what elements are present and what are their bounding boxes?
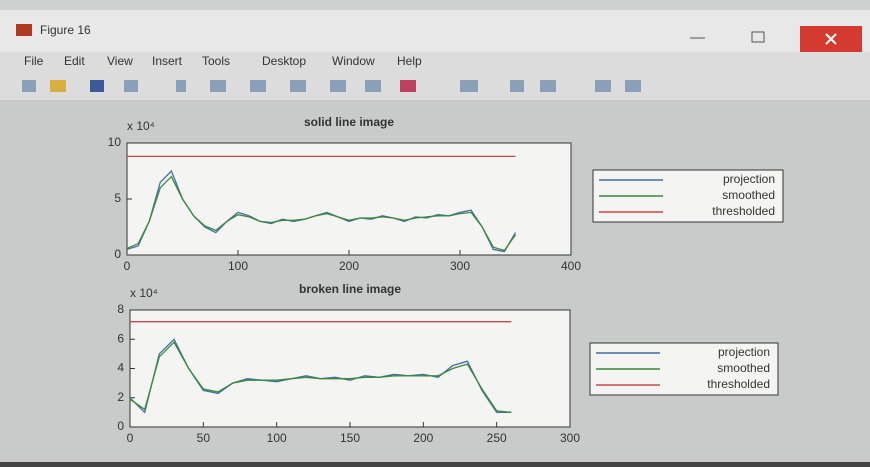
legend-label: thresholded xyxy=(712,204,775,218)
x-tick-label: 0 xyxy=(124,259,131,273)
app-icon xyxy=(16,24,32,36)
x-tick-label: 0 xyxy=(127,431,134,445)
plot-area xyxy=(130,310,570,427)
x-tick-label: 300 xyxy=(560,431,580,445)
x-tick-label: 100 xyxy=(267,431,287,445)
y-tick-label: 2 xyxy=(117,390,124,404)
x-tick-label: 150 xyxy=(340,431,360,445)
legend-label: projection xyxy=(723,172,775,186)
tool-icon[interactable] xyxy=(290,80,306,92)
tool-icon[interactable] xyxy=(210,80,226,92)
legend-label: smoothed xyxy=(722,188,775,202)
y-tick-label: 6 xyxy=(117,331,124,345)
x-tick-label: 200 xyxy=(339,259,359,273)
tool-icon[interactable] xyxy=(625,80,641,92)
title-bar xyxy=(0,10,870,52)
menu-item[interactable]: Window xyxy=(332,54,375,68)
tool-icon[interactable] xyxy=(50,80,66,92)
menu-item[interactable]: Desktop xyxy=(262,54,306,68)
tool-icon[interactable] xyxy=(124,80,138,92)
y-tick-label: 0 xyxy=(114,247,121,261)
tool-icon[interactable] xyxy=(250,80,266,92)
x-tick-label: 400 xyxy=(561,259,581,273)
window-title: Figure 16 xyxy=(40,23,91,37)
axis-multiplier: x 10⁴ xyxy=(130,286,158,300)
y-tick-label: 0 xyxy=(117,419,124,433)
x-tick-label: 200 xyxy=(413,431,433,445)
menu-item[interactable]: File xyxy=(24,54,44,68)
legend-label: thresholded xyxy=(707,377,770,391)
x-tick-label: 100 xyxy=(228,259,248,273)
tool-icon[interactable] xyxy=(22,80,36,92)
x-tick-label: 50 xyxy=(197,431,211,445)
menu-item[interactable]: Tools xyxy=(202,54,230,68)
chart-title: broken line image xyxy=(299,282,401,296)
plot-area xyxy=(127,143,571,255)
menu-item[interactable]: View xyxy=(107,54,133,68)
window: Figure 16 File Edit View Insert Tools Desktop… xyxy=(0,0,870,462)
tool-icon[interactable] xyxy=(330,80,346,92)
y-tick-label: 5 xyxy=(114,191,121,205)
y-tick-label: 8 xyxy=(117,302,124,316)
tool-icon[interactable] xyxy=(460,80,478,92)
legend-label: smoothed xyxy=(717,361,770,375)
close-button[interactable] xyxy=(800,26,862,56)
y-tick-label: 4 xyxy=(117,361,124,375)
tool-icon[interactable] xyxy=(510,80,524,92)
x-tick-label: 250 xyxy=(487,431,507,445)
tool-icon[interactable] xyxy=(400,80,416,92)
menu-item[interactable]: Insert xyxy=(152,54,183,68)
axis-multiplier: x 10⁴ xyxy=(127,119,155,133)
x-tick-label: 300 xyxy=(450,259,470,273)
chart-title: solid line image xyxy=(304,115,394,129)
tool-icon[interactable] xyxy=(595,80,611,92)
tool-icon[interactable] xyxy=(365,80,381,92)
legend-label: projection xyxy=(718,345,770,359)
tool-icon[interactable] xyxy=(176,80,186,92)
tool-icon[interactable] xyxy=(90,80,104,92)
tool-icon[interactable] xyxy=(540,80,556,92)
menu-item[interactable]: Edit xyxy=(64,54,85,68)
menu-item[interactable]: Help xyxy=(397,54,422,68)
page: Figure 16 File Edit View Insert Tools Desktop… xyxy=(0,0,870,462)
y-tick-label: 10 xyxy=(108,135,122,149)
